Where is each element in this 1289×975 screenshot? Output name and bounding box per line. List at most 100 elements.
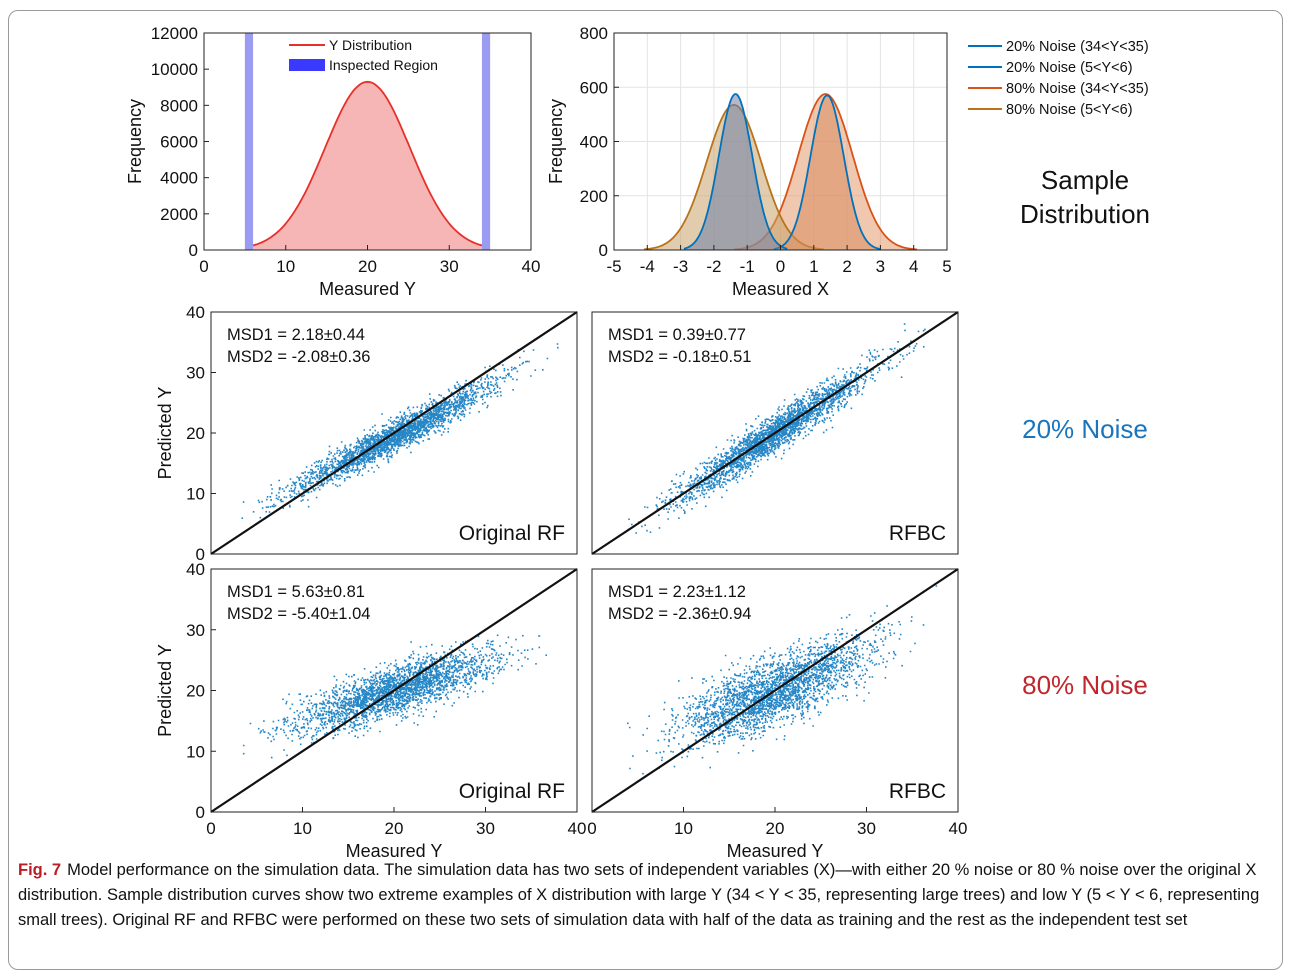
y-axis-label: Frequency xyxy=(546,99,566,184)
row-label-80-noise: 80% Noise xyxy=(1022,670,1148,700)
y-tick-label: 0 xyxy=(189,241,198,260)
msd2-label: MSD2 = -2.08±0.36 xyxy=(227,348,370,366)
y-tick-label: 0 xyxy=(196,803,205,822)
y-tick-label: 40 xyxy=(186,560,205,579)
chart-rfbc-80: MSD1 = 2.23±1.12 MSD2 = -2.36±0.94 RFBC 0 10… xyxy=(587,568,968,861)
x-tick-label: -2 xyxy=(706,257,721,276)
x-tick-label: 40 xyxy=(522,257,541,276)
msd1-label: MSD1 = 2.18±0.44 xyxy=(227,326,365,344)
x-tick-label: 10 xyxy=(293,819,312,838)
series-20-noise-small-y-area xyxy=(683,94,788,250)
y-tick-label: 0 xyxy=(196,545,205,564)
y-axis-label: Predicted Y xyxy=(155,387,175,480)
y-tick-label: 600 xyxy=(580,78,608,97)
row-label-20-noise: 20% Noise xyxy=(1022,414,1148,444)
y-tick-label: 4000 xyxy=(160,169,198,188)
x-tick-label: 30 xyxy=(476,819,495,838)
figure-frame xyxy=(8,10,1283,970)
msd2-label: MSD2 = -0.18±0.51 xyxy=(608,348,751,366)
y-tick-label: 6000 xyxy=(160,133,198,152)
panel-label: Original RF xyxy=(459,522,565,545)
chart-y-distribution: Y Distribution Inspected Region 0 2000 4000 6… xyxy=(125,24,540,299)
chart-x-distribution: 0 200 400 600 800 -5 -4 -3 -2 -1 0 1 2 3 4 5 Measured X F… xyxy=(546,24,1149,299)
x-tick-label: 1 xyxy=(809,257,818,276)
legend-label-y-distribution: Y Distribution xyxy=(329,37,412,53)
identity-line xyxy=(210,311,578,555)
identity-line xyxy=(591,568,959,813)
y-tick-label: 800 xyxy=(580,24,608,43)
legend-label-series-20-noise-large-y: 20% Noise (34<Y<35) xyxy=(1006,39,1149,55)
chart-rfbc-20: MSD1 = 0.39±0.77 MSD2 = -0.18±0.51 RFBC xyxy=(591,311,959,555)
x-tick-label: 0 xyxy=(199,257,208,276)
x-tick-label: -1 xyxy=(740,257,755,276)
legend-label-series-80-noise-small-y: 80% Noise (5<Y<6) xyxy=(1006,102,1133,118)
series-20-noise-large-y-curve xyxy=(773,94,881,250)
caption-label: Fig. 7 xyxy=(18,861,62,879)
scatter-points xyxy=(242,633,547,759)
x-tick-label: 30 xyxy=(857,819,876,838)
legend-label-series-80-noise-large-y: 80% Noise (34<Y<35) xyxy=(1006,81,1149,97)
y-tick-label: 400 xyxy=(580,133,608,152)
panel-label: RFBC xyxy=(889,522,946,545)
series-20-noise-small-y-curve xyxy=(683,93,788,250)
x-tick-label: 3 xyxy=(876,257,885,276)
x-tick-label: 0 xyxy=(587,819,596,838)
y-tick-label: 30 xyxy=(186,621,205,640)
y-tick-label: 20 xyxy=(186,682,205,701)
y-tick-label: 0 xyxy=(599,241,608,260)
panel-label: Original RF xyxy=(459,780,565,803)
x-tick-label: 40 xyxy=(949,819,968,838)
x-tick-label: 20 xyxy=(385,819,404,838)
figure-caption: Fig. 7 Model performance on the simulatio… xyxy=(18,858,1270,933)
x-tick-label: 4 xyxy=(909,257,918,276)
x-tick-label: 20 xyxy=(358,257,377,276)
x-axis-label: Measured Y xyxy=(346,841,443,861)
scatter-points xyxy=(241,343,559,519)
x-axis-label: Measured X xyxy=(732,279,829,299)
y-tick-label: 10000 xyxy=(151,60,198,79)
y-axis-label: Predicted Y xyxy=(155,644,175,737)
legend-label-series-20-noise-small-y: 20% Noise (5<Y<6) xyxy=(1006,60,1133,76)
row-label-sample-line1: Sample xyxy=(1040,165,1130,195)
msd2-label: MSD2 = -2.36±0.94 xyxy=(608,605,751,623)
x-tick-label: -3 xyxy=(673,257,688,276)
x-tick-label: -5 xyxy=(606,257,621,276)
x-tick-label: 5 xyxy=(942,257,951,276)
row-label-sample-distribution: Sample Distribution xyxy=(995,163,1175,231)
msd1-label: MSD1 = 0.39±0.77 xyxy=(608,326,746,344)
chart-rf-80: MSD1 = 5.63±0.81 MSD2 = -5.40±1.04 Origina… xyxy=(155,560,586,861)
y-axis-label: Frequency xyxy=(125,99,145,184)
row-label-sample-line2: Distribution xyxy=(1019,199,1151,229)
y-tick-label: 10 xyxy=(186,485,205,504)
x-tick-label: 10 xyxy=(674,819,693,838)
x-tick-label: 10 xyxy=(276,257,295,276)
inspected-region-band xyxy=(481,33,491,250)
x-tick-label: 0 xyxy=(776,257,785,276)
identity-line xyxy=(591,311,959,555)
x-tick-label: 2 xyxy=(842,257,851,276)
x-tick-label: 40 xyxy=(568,819,587,838)
y-tick-label: 30 xyxy=(186,364,205,383)
chart-rf-20: MSD1 = 2.18±0.44 MSD2 = -2.08±0.36 Origina… xyxy=(155,303,578,564)
caption-text: Model performance on the simulation data… xyxy=(18,861,1260,929)
x-axis-label: Measured Y xyxy=(319,279,416,299)
legend-swatch-inspected-region xyxy=(289,59,325,71)
panel-label: RFBC xyxy=(889,780,946,803)
y-tick-label: 20 xyxy=(186,424,205,443)
msd1-label: MSD1 = 2.23±1.12 xyxy=(608,583,746,601)
msd2-label: MSD2 = -5.40±1.04 xyxy=(227,605,370,623)
y-tick-label: 10 xyxy=(186,742,205,761)
y-tick-label: 40 xyxy=(186,303,205,322)
x-tick-label: 0 xyxy=(206,819,215,838)
x-tick-label: 30 xyxy=(440,257,459,276)
x-tick-label: -4 xyxy=(640,257,655,276)
x-tick-label: 20 xyxy=(766,819,785,838)
x-axis-label: Measured Y xyxy=(727,841,824,861)
y-tick-label: 8000 xyxy=(160,96,198,115)
axes-frame xyxy=(591,311,959,555)
y-tick-label: 200 xyxy=(580,187,608,206)
y-distribution-curve xyxy=(252,80,483,247)
y-tick-label: 2000 xyxy=(160,205,198,224)
y-tick-label: 12000 xyxy=(151,24,198,43)
